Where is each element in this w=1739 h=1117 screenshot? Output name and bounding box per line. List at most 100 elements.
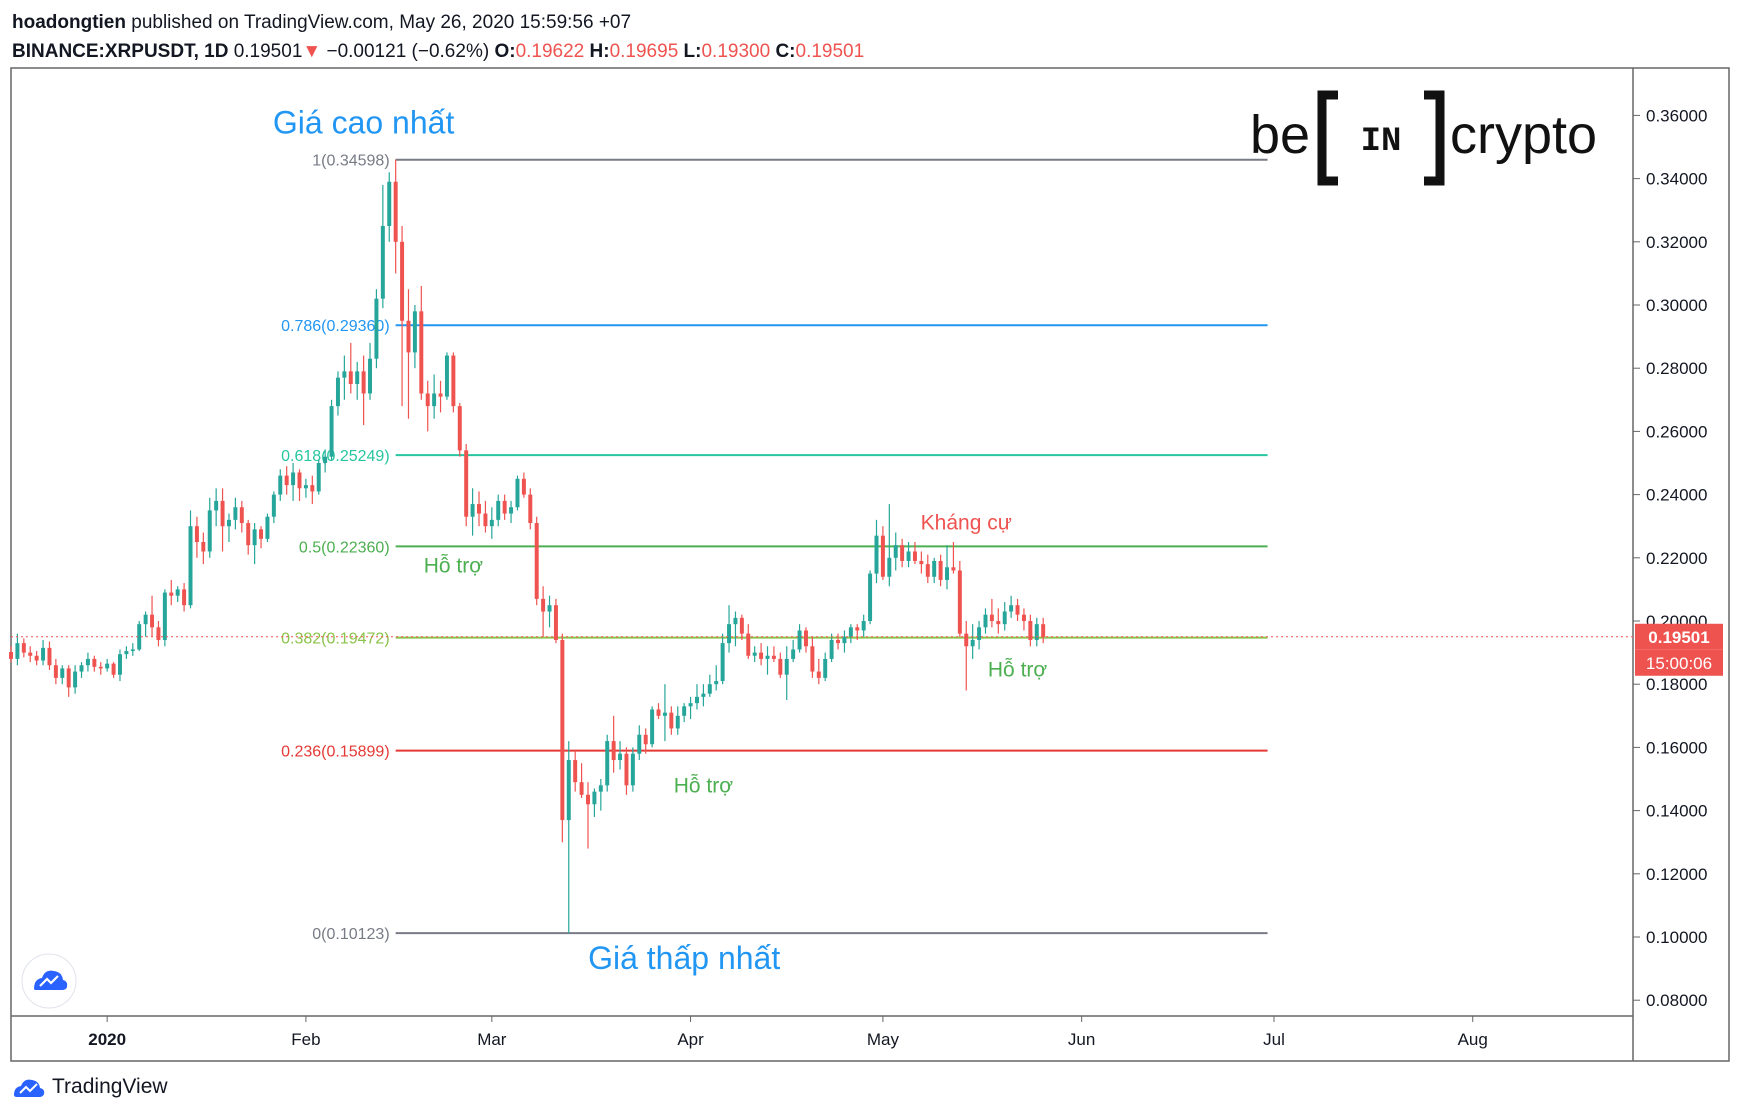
symbol-label[interactable]: BINANCE:XRPUSDT, 1D — [12, 41, 229, 62]
candle-body — [900, 545, 905, 561]
candle-body — [656, 709, 661, 716]
candle-body — [707, 684, 712, 694]
candle-body — [823, 658, 828, 678]
price-tick-label: 0.24000 — [1646, 486, 1707, 505]
tradingview-badge-icon[interactable] — [21, 953, 77, 1009]
candle-body — [252, 529, 257, 546]
candle-body — [9, 651, 13, 659]
candle-body — [412, 311, 417, 353]
candle-body — [175, 589, 180, 596]
candle-body — [970, 639, 975, 647]
candle-body — [630, 753, 635, 786]
candle-body — [34, 655, 39, 661]
time-axis[interactable]: 2020 Feb Mar Apr May Jun Jul Aug — [88, 1016, 1488, 1049]
candle-body — [509, 507, 514, 514]
fib-level-label: 0.236(0.15899) — [281, 744, 390, 761]
candlestick-series[interactable] — [9, 159, 1046, 934]
fib-level-label: 0(0.10123) — [312, 926, 389, 943]
price-tick-label: 0.10000 — [1646, 928, 1707, 947]
candle-body — [489, 519, 494, 527]
candle-body — [880, 535, 885, 577]
candle-body — [618, 753, 623, 761]
candle-body — [925, 564, 930, 577]
tradingview-brand: TradingView — [52, 1075, 168, 1098]
candle-body — [592, 791, 597, 805]
candle-body — [374, 298, 379, 359]
candle-body — [342, 371, 347, 378]
candle-body — [214, 500, 219, 511]
candle-body — [1009, 605, 1014, 612]
candle-body — [746, 633, 751, 656]
candle-body — [393, 181, 398, 242]
candle-body — [573, 760, 578, 783]
candle-body — [938, 560, 943, 580]
candle-body — [470, 504, 475, 517]
candle-body — [271, 494, 276, 517]
candle-body — [579, 782, 584, 795]
candle-body — [688, 703, 693, 707]
candle-body — [919, 560, 924, 565]
candle-body — [739, 617, 744, 634]
candle-body — [85, 658, 90, 666]
annotation-text: Giá cao nhất — [273, 105, 455, 141]
candle-body — [182, 589, 187, 606]
candle-body — [15, 643, 20, 659]
candle-body — [541, 598, 546, 612]
price-tick-label: 0.34000 — [1646, 170, 1707, 189]
candle-body — [701, 693, 706, 697]
candle-body — [291, 472, 296, 486]
candle-body — [246, 523, 251, 546]
candle-body — [438, 393, 443, 397]
candle-body — [323, 456, 328, 463]
candle-body — [1015, 605, 1020, 615]
author[interactable]: hoadongtien — [12, 12, 126, 33]
fibonacci-retracement[interactable]: 1(0.34598) 0.786(0.29360) 0.618(0.25249) 0.… — [281, 153, 1268, 943]
candle-body — [534, 523, 539, 599]
candle-body — [310, 485, 315, 492]
candle-body — [92, 658, 97, 667]
price-tick-label: 0.08000 — [1646, 991, 1707, 1010]
tradingview-footer[interactable]: TradingView — [12, 1075, 168, 1099]
candle-body — [361, 371, 366, 394]
candle-body — [457, 406, 462, 451]
candle-body — [553, 605, 558, 640]
candle-body — [957, 570, 962, 634]
tradingview-logo-icon — [14, 1079, 45, 1097]
fib-level-label: 0.382(0.19472) — [281, 631, 390, 648]
candle-body — [226, 519, 231, 527]
candle-body — [964, 633, 969, 647]
ohlc-line: BINANCE:XRPUSDT, 1D 0.19501▼ −0.00121 (−… — [12, 37, 864, 66]
price-axis[interactable]: 0.08000 0.10000 0.12000 0.14000 0.16000 0.180… — [1633, 106, 1707, 1010]
annotation-text: Hỗ trợ — [424, 555, 484, 578]
candle-body — [637, 734, 642, 754]
open-label: O: — [494, 41, 516, 62]
last-price: 0.19501 — [228, 41, 303, 62]
candle-body — [111, 663, 116, 675]
candle-body — [560, 639, 565, 821]
price-tick-label: 0.36000 — [1646, 106, 1707, 125]
price-tick-label: 0.16000 — [1646, 738, 1707, 757]
candle-body — [611, 741, 616, 761]
price-tick-label: 0.14000 — [1646, 802, 1707, 821]
candle-body — [355, 371, 360, 384]
candle-body — [816, 671, 821, 678]
candle-body — [778, 658, 783, 675]
price-tick-label: 0.12000 — [1646, 865, 1707, 884]
candle-body — [752, 652, 757, 656]
candle-body — [105, 663, 110, 669]
candle-body — [368, 358, 373, 394]
time-tick-label: 2020 — [88, 1030, 126, 1049]
candle-body — [803, 630, 808, 647]
candle-body — [156, 627, 161, 640]
candle-body — [79, 665, 84, 672]
candle-body — [124, 651, 129, 655]
candle-body — [143, 614, 148, 625]
down-arrow-icon: ▼ — [302, 41, 322, 62]
price-tick-label: 0.26000 — [1646, 422, 1707, 441]
candle-body — [842, 636, 847, 644]
candle-body — [765, 655, 770, 659]
candle-body — [650, 709, 655, 745]
candle-body — [797, 630, 802, 650]
candle-body — [28, 652, 33, 656]
